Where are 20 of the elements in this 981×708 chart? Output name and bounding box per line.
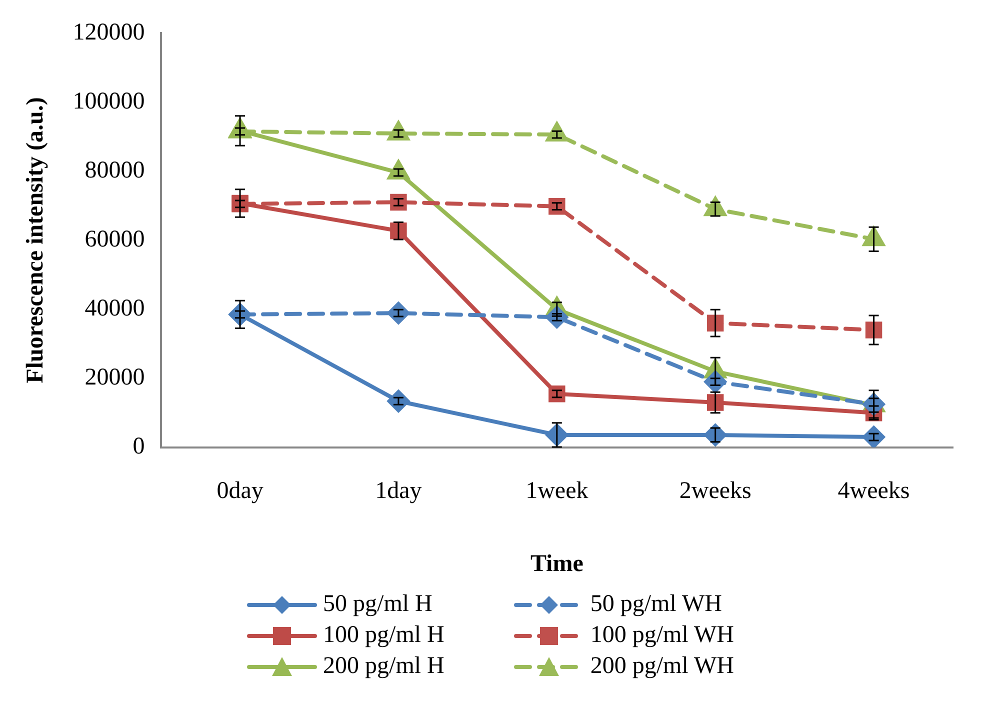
x-tick-label: 4weeks xyxy=(838,478,910,504)
y-tick-label: 80000 xyxy=(84,157,145,184)
legend-label: 100 pg/ml WH xyxy=(590,622,734,649)
legend-label: 50 pg/ml H xyxy=(323,591,432,618)
x-axis-title: Time xyxy=(530,550,584,577)
y-tick-label: 120000 xyxy=(72,19,145,46)
legend-label: 200 pg/ml H xyxy=(323,653,444,680)
x-tick-label: 0day xyxy=(216,478,264,504)
y-tick-label: 60000 xyxy=(84,226,145,252)
x-tick-label: 1day xyxy=(375,478,422,504)
y-tick-label: 100000 xyxy=(72,88,145,114)
y-tick-label: 20000 xyxy=(84,364,145,391)
y-tick-label: 0 xyxy=(132,434,145,460)
legend-label: 50 pg/ml WH xyxy=(590,591,722,618)
y-axis-title: Fluorescence intensity (a.u.) xyxy=(22,97,49,384)
legend-label: 100 pg/ml H xyxy=(323,622,444,649)
x-tick-label: 1week xyxy=(526,478,588,504)
legend-label: 200 pg/ml WH xyxy=(590,653,734,680)
y-tick-label: 40000 xyxy=(84,296,145,322)
x-tick-label: 2weeks xyxy=(679,478,752,504)
